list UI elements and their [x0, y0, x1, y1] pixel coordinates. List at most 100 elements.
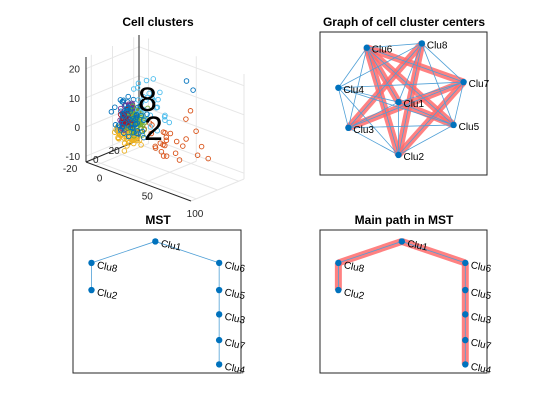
scatter-point [148, 130, 155, 137]
scatter-point [173, 138, 180, 145]
scatter-point [112, 104, 118, 110]
z-tick-label: -10 [66, 152, 81, 163]
scatter-point [172, 150, 179, 156]
scatter-point [141, 106, 147, 113]
grid-line [138, 46, 245, 87]
grid-lines [85, 37, 245, 202]
node-label: Clu4 [470, 362, 493, 377]
grid-line [85, 46, 140, 70]
scatter-point [163, 137, 170, 144]
scatter-point [167, 130, 174, 137]
scatter-point [190, 87, 196, 93]
node-label: Clu5 [470, 287, 493, 302]
graph-edge [348, 81, 464, 129]
scatter-point [125, 93, 131, 100]
scatter-point [194, 152, 201, 158]
node-label: Clu5 [224, 287, 247, 302]
graph-edge [398, 81, 464, 103]
node-label: Clu8 [96, 260, 119, 275]
node-label: Clu3 [470, 312, 493, 327]
graph-edge [398, 124, 454, 156]
node-label: Clu6 [470, 260, 493, 275]
graph-node [460, 78, 467, 86]
scatter-point [166, 119, 173, 126]
scatter-point [183, 78, 190, 84]
scatter-point [111, 129, 118, 135]
scatter-point [119, 111, 126, 118]
scatter-point [125, 122, 132, 128]
scatter-point [135, 97, 141, 103]
scatter-point [125, 115, 132, 121]
graph-edge [366, 47, 399, 103]
graph-edge [366, 43, 422, 49]
scatter-point [141, 134, 147, 141]
graph-node [88, 259, 95, 267]
scatter-point [152, 143, 158, 150]
graph-edge [348, 124, 454, 129]
axes [85, 35, 192, 202]
graph-nodes: Clu1 Clu8 Clu2 Clu6 Clu5 Clu3 Clu7 Clu4 [88, 238, 247, 377]
graph-node [462, 286, 469, 294]
node-label: Clu8 [343, 260, 366, 275]
scatter-point [180, 143, 186, 149]
node-label: Clu8 [427, 40, 448, 51]
x-tick-label: 0 [97, 174, 103, 185]
scatter-point [133, 112, 140, 119]
scatter-point [127, 108, 133, 115]
cluster-label-8: 8 [138, 81, 157, 119]
scatter-point [117, 97, 124, 103]
scatter-point [138, 142, 144, 148]
node-label: Clu7 [469, 79, 490, 90]
scatter-point [158, 148, 165, 155]
graph-node [462, 311, 469, 318]
graph-edge [337, 87, 349, 128]
grid-line [138, 104, 245, 145]
scatter-point [143, 77, 150, 84]
graph-edge [398, 101, 454, 126]
scatter-point [147, 124, 154, 130]
graph-node [152, 238, 159, 245]
graph-edge [338, 87, 399, 156]
graph-node [462, 336, 469, 344]
node-label: Clu1 [403, 99, 424, 110]
scatter-point [143, 97, 149, 103]
graph-node [335, 84, 342, 91]
scatter-point [135, 80, 142, 87]
y-tick-label: 20 [109, 146, 121, 157]
graph-edge [338, 47, 368, 89]
node-label: Clu7 [224, 337, 247, 352]
node-label: Clu1 [406, 239, 429, 254]
z-tick-label: 10 [69, 94, 81, 105]
graph-edges [334, 238, 469, 365]
x-tick-label: 100 [187, 209, 204, 220]
node-label: Clu5 [459, 122, 480, 133]
graph-node [450, 121, 457, 129]
z-tick-label: 0 [74, 123, 80, 134]
scatter-point [118, 131, 125, 137]
grid-line [112, 150, 218, 191]
scatter-point [150, 76, 157, 82]
main-path-panel: Main path in MST Clu1Clu8Clu2Clu6Clu5Clu… [319, 213, 493, 377]
scatter-point [157, 140, 164, 146]
scatter-point [130, 130, 137, 136]
scatter-point [116, 136, 122, 142]
graph-node [215, 361, 223, 368]
chart-title: MST [145, 213, 171, 227]
scatter-point [125, 133, 132, 140]
scatter-point [205, 155, 211, 162]
graph-edge [338, 81, 464, 89]
scatter-point [157, 89, 163, 96]
node-label: Clu1 [160, 239, 183, 254]
y-axis-line [85, 139, 140, 163]
scatter-point [151, 98, 157, 104]
plot-frame [319, 229, 488, 374]
mst-panel: MST Clu1 Clu8 Clu2 Clu6 Clu5 Clu3 Clu7 Clu4 [72, 213, 247, 377]
scatter-point [198, 143, 205, 150]
graph-centers-panel: Graph of cell cluster centers Clu1Clu2Cl… [319, 15, 490, 176]
graph-edge [421, 43, 464, 83]
graph-edge [338, 87, 454, 126]
scatter-point [124, 107, 131, 114]
graph-edge [366, 47, 454, 126]
scatter-point [183, 136, 189, 142]
graph-edge [338, 43, 423, 89]
